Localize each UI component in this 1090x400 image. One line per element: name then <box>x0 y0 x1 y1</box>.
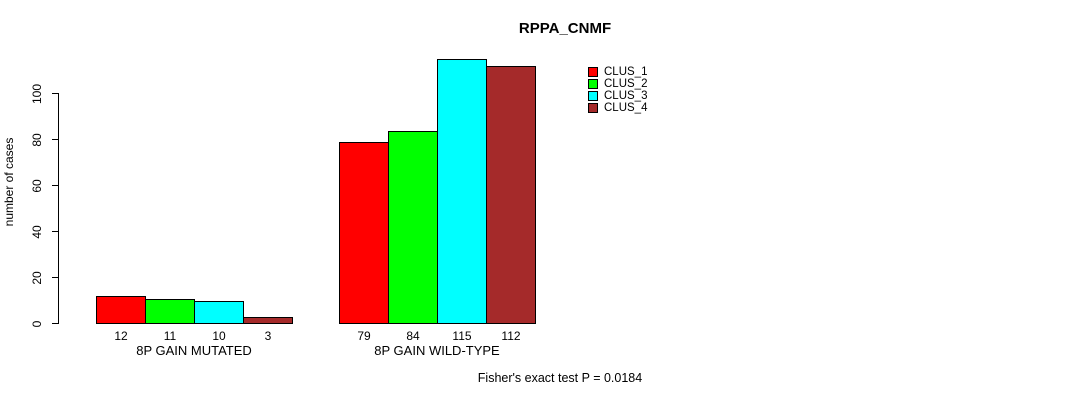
bar-clus_3-8p-gain-mutated <box>194 301 244 324</box>
legend-label: CLUS_1 <box>604 66 648 78</box>
legend-label: CLUS_4 <box>604 102 648 114</box>
y-axis-tick-label: 40 <box>30 224 44 239</box>
x-axis-group-label: 8P GAIN WILD-TYPE <box>374 343 500 358</box>
bar-value-label: 12 <box>114 329 128 343</box>
legend-swatch-clus_3 <box>588 91 598 101</box>
y-axis-tick <box>52 231 58 232</box>
y-axis-tick-label: 60 <box>30 178 44 193</box>
annotation-fishers-test: Fisher's exact test P = 0.0184 <box>477 371 643 385</box>
x-axis-group-label: 8P GAIN MUTATED <box>136 343 252 358</box>
y-axis-tick <box>52 139 58 140</box>
legend-swatch-clus_4 <box>588 103 598 113</box>
y-axis-tick <box>52 323 58 324</box>
y-axis-tick <box>52 93 58 94</box>
legend-item: CLUS_4 <box>588 102 647 114</box>
legend-swatch-clus_2 <box>588 79 598 89</box>
bar-clus_4-8p-gain-wild-type <box>486 66 536 324</box>
legend-label: CLUS_2 <box>604 78 648 90</box>
legend-swatch-clus_1 <box>588 67 598 77</box>
bar-clus_1-8p-gain-mutated <box>96 296 146 324</box>
bar-clus_2-8p-gain-wild-type <box>388 131 438 324</box>
bar-value-label: 3 <box>264 329 272 343</box>
bar-value-label: 112 <box>501 329 521 343</box>
bar-value-label: 84 <box>406 329 420 343</box>
chart-title: RPPA_CNMF <box>518 20 612 37</box>
legend-item: CLUS_1 <box>588 66 647 78</box>
bar-clus_4-8p-gain-mutated <box>243 317 293 324</box>
bar-clus_1-8p-gain-wild-type <box>339 142 389 324</box>
y-axis-line <box>58 93 59 324</box>
bar-clus_2-8p-gain-mutated <box>145 299 195 324</box>
y-axis-tick-label: 80 <box>30 132 44 147</box>
y-axis-tick-label: 100 <box>30 83 44 104</box>
legend-item: CLUS_2 <box>588 78 647 90</box>
bar-value-label: 115 <box>452 329 472 343</box>
y-axis-tick <box>52 277 58 278</box>
bar-value-label: 79 <box>357 329 371 343</box>
legend-label: CLUS_3 <box>604 90 648 102</box>
y-axis-label: number of cases <box>2 137 16 227</box>
legend-item: CLUS_3 <box>588 90 647 102</box>
bar-value-label: 10 <box>212 329 226 343</box>
y-axis-tick-label: 20 <box>30 270 44 285</box>
bar-value-label: 11 <box>163 329 177 343</box>
y-axis-tick <box>52 185 58 186</box>
y-axis-tick-label: 0 <box>30 320 44 327</box>
bar-clus_3-8p-gain-wild-type <box>437 59 487 324</box>
legend: CLUS_1 CLUS_2 CLUS_3 CLUS_4 <box>588 66 647 114</box>
